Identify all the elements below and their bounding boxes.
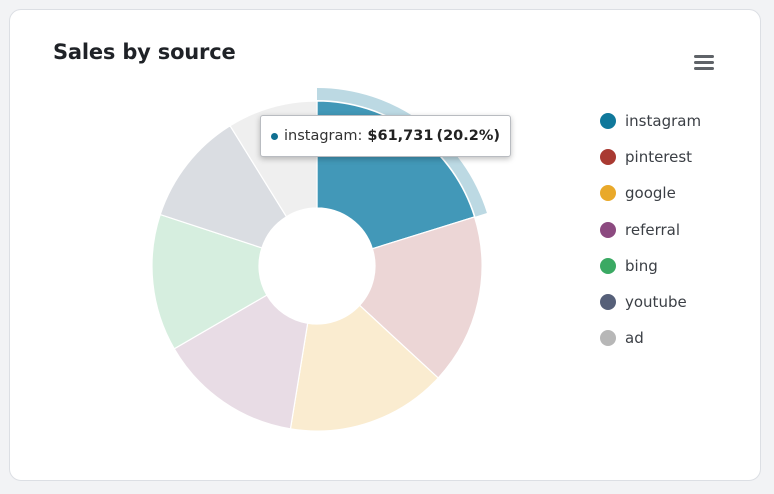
tooltip-value: $61,731 [367,128,434,144]
legend-label-youtube: youtube [625,292,687,311]
legend-marker-pinterest [600,149,616,166]
tooltip-marker [271,132,278,140]
chart-title: Sales by source [53,40,236,64]
legend-marker-google [600,185,616,202]
legend-marker-bing [600,257,616,274]
tooltip-label: instagram: [284,128,363,144]
legend-label-instagram: instagram [625,112,702,130]
legend-marker-referral [600,221,616,238]
legend-label-ad: ad [625,329,644,348]
legend-marker-ad [600,330,616,347]
slice-referral[interactable] [173,294,309,430]
legend-label-bing: bing [625,256,658,275]
chart-tooltip: instagram: $61,731 (20.2%) [260,115,512,157]
slice-google[interactable] [289,304,440,432]
legend-label-google: google [625,184,676,203]
tooltip-percent: (20.2%) [436,128,501,144]
legend-marker-youtube [600,293,616,310]
slice-bing[interactable] [151,213,268,350]
legend-marker-instagram [600,113,616,129]
legend-label-referral: referral [625,220,681,239]
hamburger-menu-icon[interactable] [692,53,716,73]
legend-label-pinterest: pinterest [625,148,693,167]
slice-pinterest[interactable] [358,216,483,379]
